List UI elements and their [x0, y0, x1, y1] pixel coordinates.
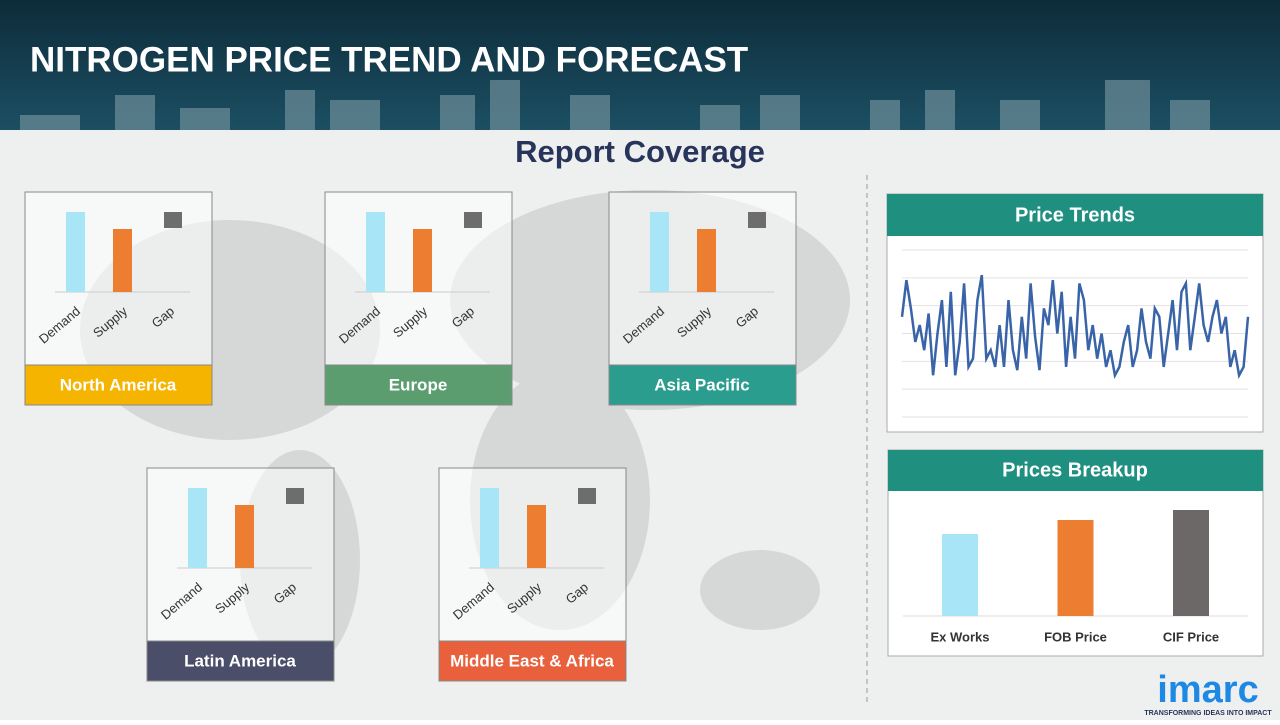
bar [413, 229, 432, 292]
region-label-band [24, 364, 213, 406]
logo-tagline: TRANSFORMING IDEAS INTO IMPACT [1144, 710, 1272, 717]
bar [113, 229, 132, 292]
coverage-title: Report Coverage [515, 134, 765, 169]
trend-header [887, 194, 1263, 236]
gap-marker [578, 488, 596, 504]
region-name: Asia Pacific [654, 375, 749, 394]
x-tick-label: FOB Price [1044, 629, 1107, 644]
x-tick-label: Ex Works [930, 629, 989, 644]
region-label-band [324, 364, 513, 406]
region-name: North America [60, 375, 177, 394]
bar [66, 212, 85, 292]
bar [942, 534, 978, 616]
bar [188, 488, 207, 568]
region-name: Latin America [184, 651, 296, 670]
bar [1173, 510, 1209, 616]
price-line [900, 274, 1250, 380]
region-name: Middle East & Africa [450, 651, 614, 670]
x-tick-label: CIF Price [1163, 629, 1219, 644]
bar [235, 505, 254, 568]
gap-marker [164, 212, 182, 228]
region-label-band [608, 364, 797, 406]
region-label-band [146, 640, 335, 682]
gap-marker [464, 212, 482, 228]
breakup-header [888, 450, 1263, 491]
page-title: NITROGEN PRICE TREND AND FORECAST [30, 40, 748, 79]
gap-marker [286, 488, 304, 504]
bar [480, 488, 499, 568]
bar [697, 229, 716, 292]
region-name: Europe [389, 375, 448, 394]
region-label-band [438, 640, 627, 682]
bar [366, 212, 385, 292]
bar [1057, 520, 1094, 616]
bar [527, 505, 546, 568]
trend-title: Price Trends [1015, 204, 1135, 226]
breakup-title: Prices Breakup [1002, 459, 1148, 481]
bar [650, 212, 669, 292]
skyline [20, 80, 1210, 130]
logo: imarc [1157, 669, 1258, 711]
gap-marker [748, 212, 766, 228]
